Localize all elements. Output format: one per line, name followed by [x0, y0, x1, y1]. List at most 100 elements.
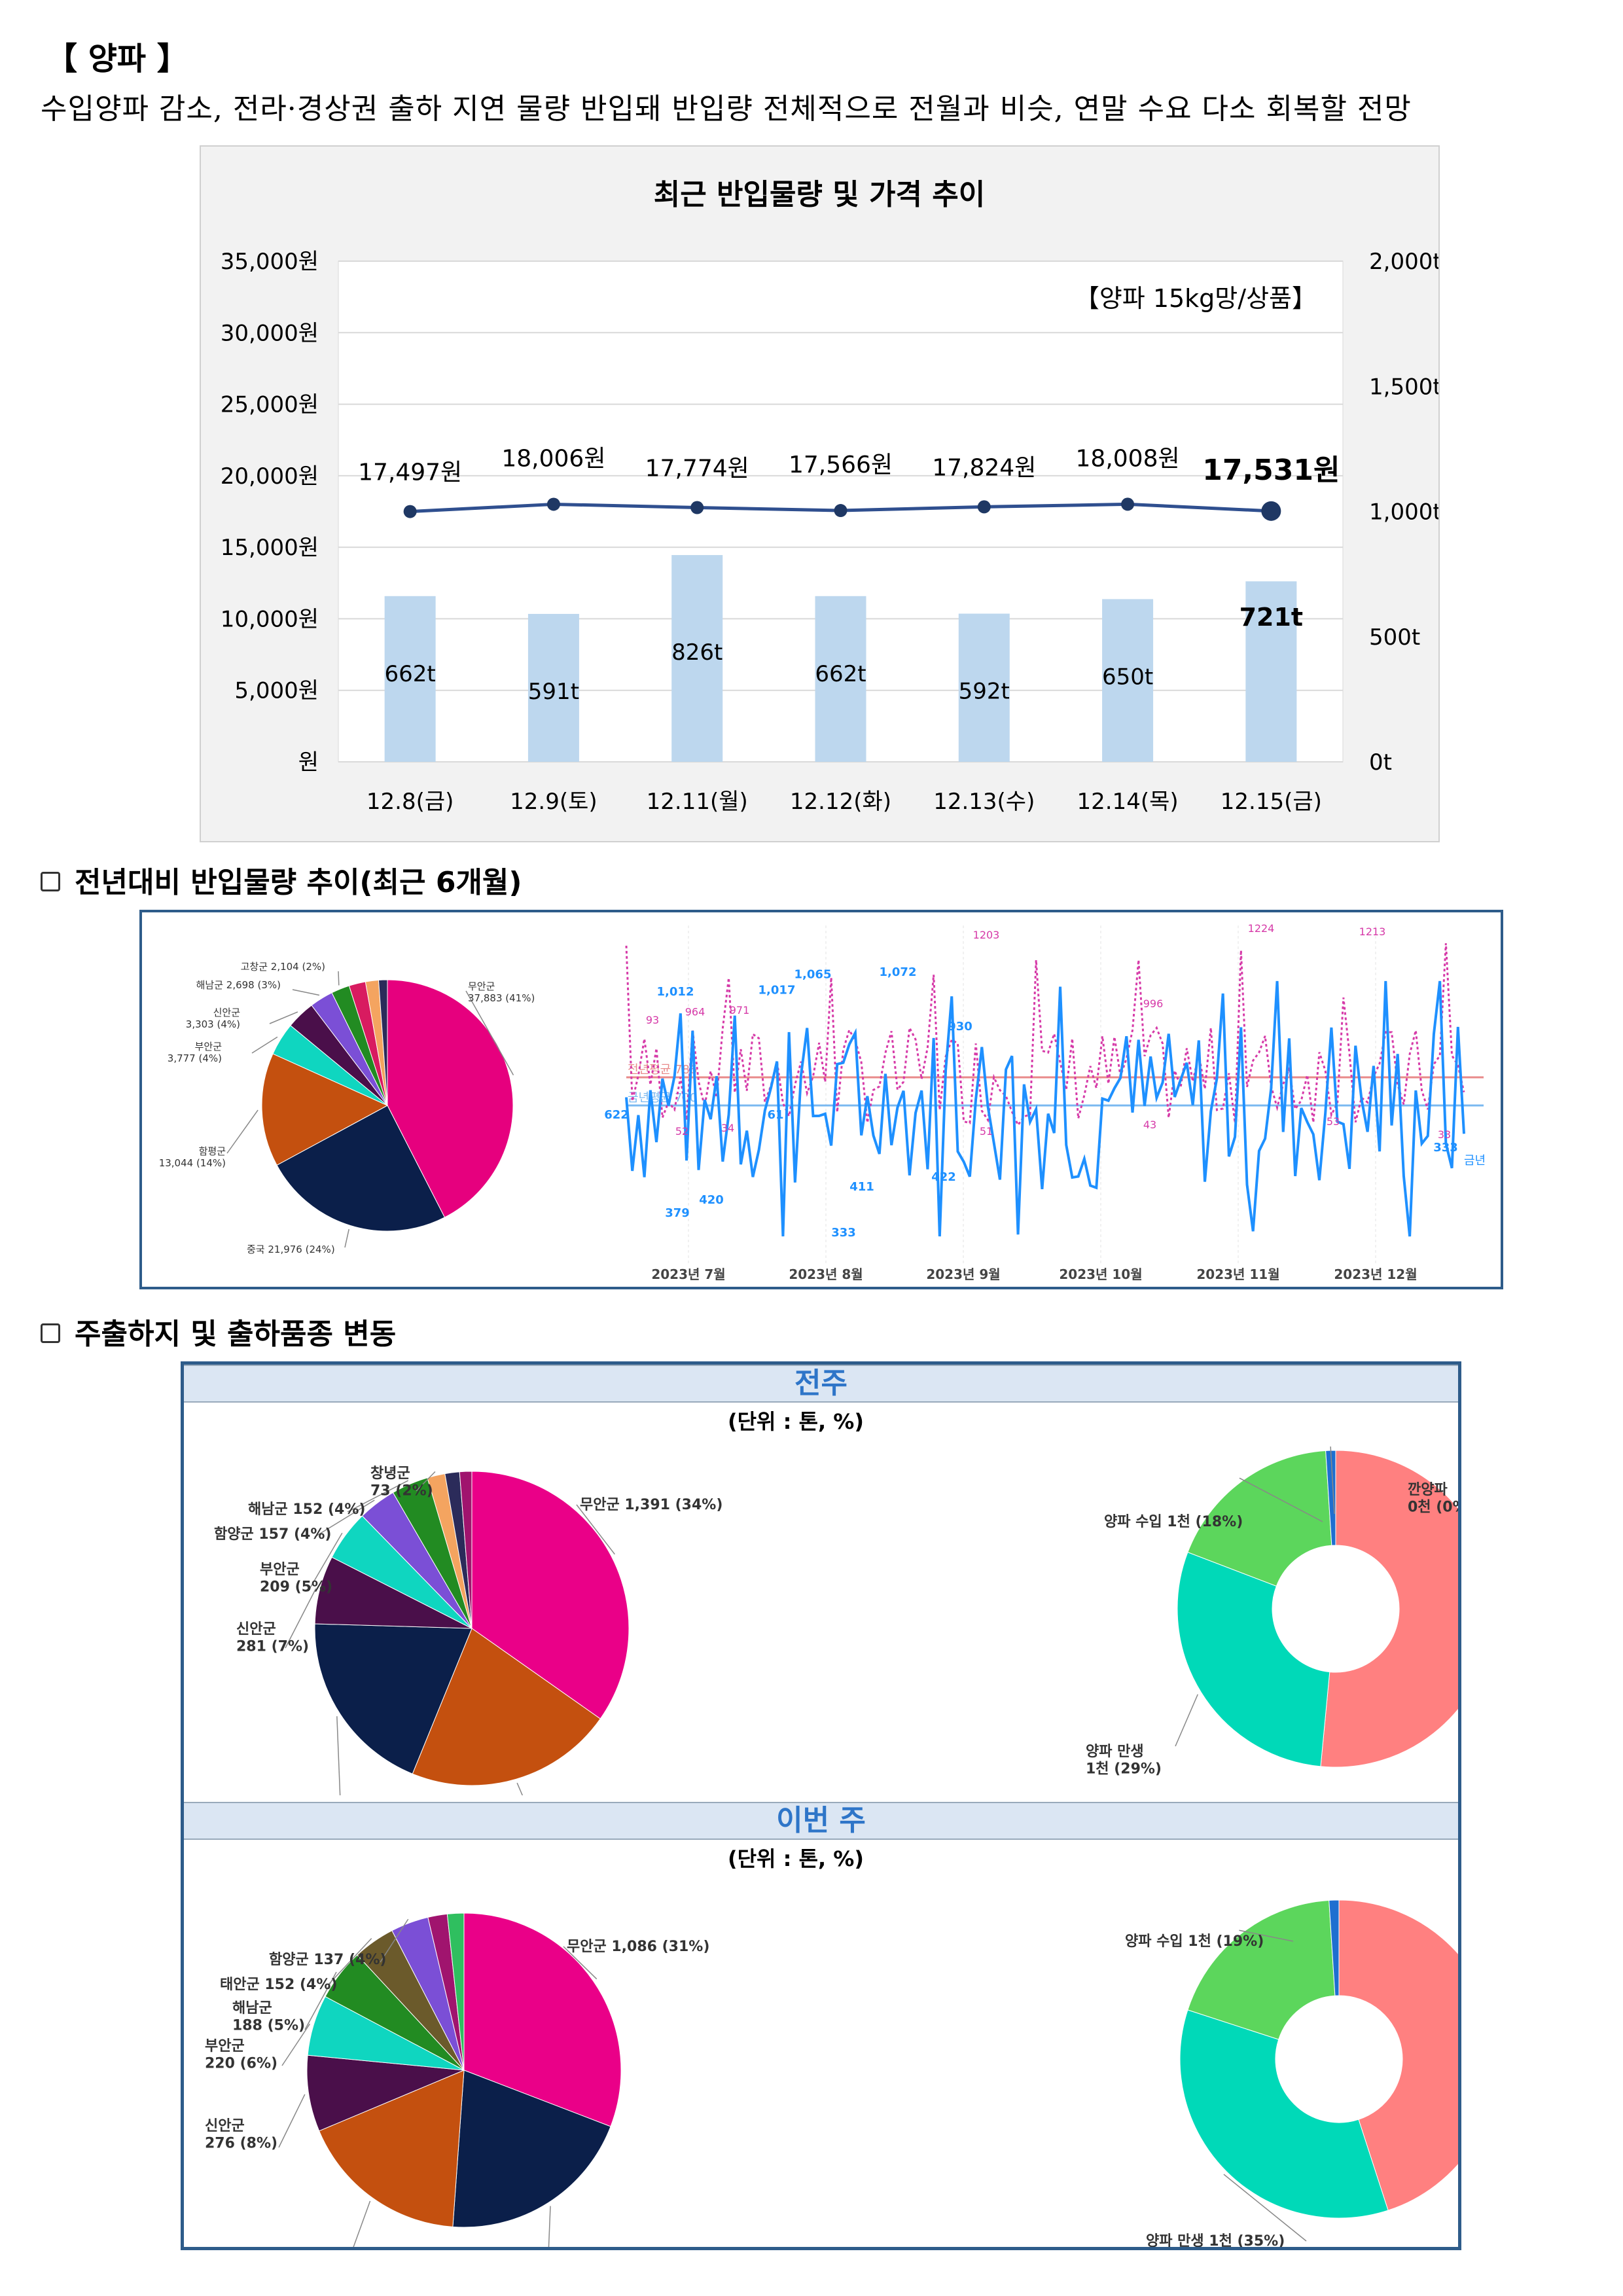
leader-line: [353, 2200, 371, 2247]
checkbox-icon: [41, 1323, 60, 1343]
slice-label: 276 (8%): [205, 2135, 277, 2151]
category-label: 12.9(토): [510, 789, 597, 815]
left-tick-label: 15,000원: [221, 535, 319, 561]
x-tick-label: 2023년 8월: [789, 1266, 863, 1282]
leader-line: [314, 1499, 375, 1537]
last-year-point-label: 93: [646, 1014, 659, 1026]
pie-slice: [1325, 1450, 1336, 1546]
price-label: 18,006원: [501, 445, 605, 472]
leader-line: [1239, 1929, 1294, 1942]
daily-volume-line-chart: 2023년 7월 2023년 8월 2023년 9월 2023년 10월 2023년 1…: [604, 922, 1486, 1282]
pie-slice: [1187, 1899, 1336, 2040]
leader-line: [516, 1782, 524, 1795]
bar: [815, 596, 866, 762]
page-title: 【 양파 】: [46, 41, 188, 77]
last-year-point-label: 34: [721, 1122, 734, 1134]
leader-line: [380, 1918, 409, 1963]
left-tick-label: 20,000원: [221, 463, 319, 490]
bar: [527, 613, 579, 762]
left-tick-label: 원: [298, 749, 319, 776]
category-label: 12.15(금): [1221, 789, 1322, 815]
leader-line: [548, 2206, 551, 2247]
unit-label: (단위 : 톤, %): [728, 1846, 864, 1871]
section-title: 주출하지 및 출하품종 변동: [75, 1318, 397, 1351]
leader-line: [281, 2023, 311, 2066]
pie-slice: [276, 1105, 446, 1232]
slice-label: 태안군 152 (4%): [220, 1977, 337, 1993]
bar-value-label: 662t: [385, 661, 436, 687]
category-label: 12.14(목): [1077, 789, 1178, 815]
last-year-point-label: 964: [685, 1006, 705, 1018]
leader-line: [344, 1229, 349, 1248]
this-year-point-label: 61: [767, 1108, 783, 1122]
slice-label: 신안군: [205, 2118, 245, 2134]
x-tick-label: 2023년 7월: [651, 1266, 725, 1282]
this-year-point-label: 420: [699, 1193, 724, 1207]
average-label: 금년평균 700: [628, 1091, 697, 1105]
pie-slice: [387, 979, 514, 1218]
pie-slice: [1177, 1551, 1330, 1767]
slice-label: 해남군 2,698 (3%): [196, 979, 281, 991]
this-year-point-label: 379: [665, 1206, 690, 1220]
bar: [671, 555, 723, 762]
bar-value-label: 662t: [815, 661, 866, 687]
last-year-point-label: 971: [730, 1004, 750, 1016]
right-tick-label: 0t: [1369, 749, 1392, 776]
slice-label: 73 (2%): [370, 1482, 433, 1499]
slice-label: 부안군: [260, 1562, 300, 1578]
pie-slice: [459, 1471, 473, 1629]
bar: [1245, 581, 1297, 762]
this-week-band: 이번 주: [184, 1802, 1458, 1840]
pie-slice: [452, 2070, 611, 2228]
category-label: 12.13(수): [933, 789, 1035, 815]
leader-line: [416, 1471, 436, 1492]
slice-label: 3,303 (4%): [186, 1018, 240, 1030]
unit-label: (단위 : 톤, %): [728, 1409, 864, 1434]
last-year-point-label: 43: [1143, 1119, 1156, 1131]
slice-label: 신안군: [236, 1621, 276, 1638]
slice-label: 무안군 1,086 (31%): [567, 1939, 709, 1955]
slice-label: 창녕군: [370, 1465, 410, 1482]
this-year-line: [625, 980, 1465, 1237]
x-tick-label: 2023년 10월: [1059, 1266, 1142, 1282]
bar-value-label: 826t: [671, 639, 722, 666]
category-label: 12.12(화): [790, 789, 891, 815]
pie-slice: [412, 1628, 601, 1786]
pie-slice: [314, 1623, 473, 1774]
last-year-point-label: 51: [980, 1125, 993, 1138]
leader-line: [1223, 2174, 1307, 2242]
slice-label: 281 (7%): [236, 1638, 309, 1655]
slice-label: 해남군 152 (4%): [248, 1501, 365, 1518]
price-label: 17,531원: [1202, 454, 1340, 487]
price-point: [690, 501, 704, 514]
slice-label: 1천 (29%): [1086, 1761, 1162, 1777]
slice-label: 중국 21,976 (24%): [247, 1244, 335, 1255]
pie-slice: [1187, 1450, 1332, 1587]
bar-value-label: 591t: [528, 679, 579, 705]
slice-label: 무안군 1,391 (34%): [580, 1497, 722, 1513]
leader-line: [576, 1504, 615, 1555]
pie-slice: [471, 1471, 630, 1719]
slice-label: 무안군: [468, 980, 495, 992]
slice-label: 0천 (0%): [1408, 1499, 1458, 1515]
leader-line: [226, 1109, 259, 1154]
left-tick-label: 30,000원: [221, 320, 319, 346]
pie-slice: [319, 2070, 465, 2227]
leader-line: [251, 1036, 278, 1054]
leader-line: [338, 971, 340, 986]
bar: [384, 596, 436, 762]
this-year-point-label: 622: [604, 1108, 629, 1122]
bar-value-label: 650t: [1102, 664, 1153, 690]
x-tick-label: 2023년 11월: [1196, 1266, 1279, 1282]
this-week-origin-pie: (단위 : 톤, %)무안군 1,086 (31%)중국 715 (20%)함평…: [205, 1846, 864, 2247]
bar-value-label: 721t: [1240, 603, 1304, 632]
last-year-point-label: 52: [675, 1125, 688, 1138]
leader-line: [563, 1946, 597, 1980]
right-tick-label: 2,000t: [1369, 249, 1438, 275]
leader-line: [465, 990, 514, 1076]
left-tick-label: 10,000원: [221, 606, 319, 632]
this-year-point-label: 1,012: [657, 985, 694, 999]
slice-label: 함평군: [199, 1145, 226, 1157]
slice-label: 37,883 (41%): [468, 992, 535, 1004]
slice-label: 13,044 (14%): [159, 1157, 226, 1169]
